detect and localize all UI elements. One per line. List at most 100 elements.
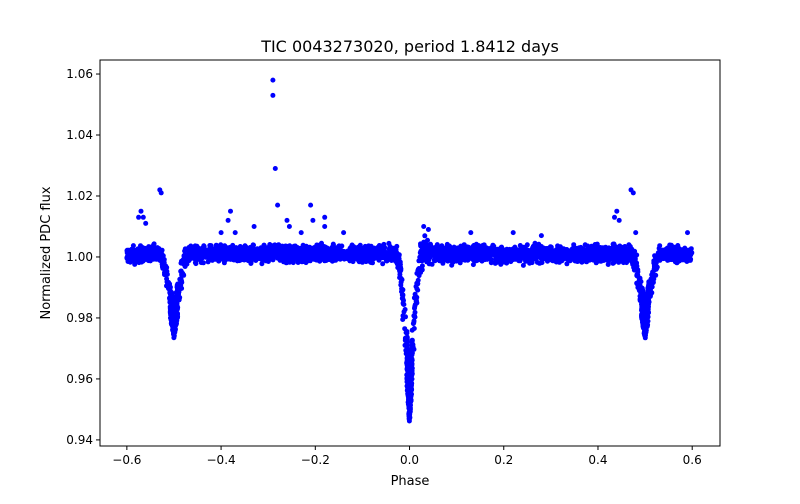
data-point bbox=[449, 249, 455, 255]
data-point bbox=[396, 253, 402, 259]
data-point bbox=[362, 256, 368, 262]
data-point bbox=[470, 262, 476, 268]
data-point bbox=[554, 259, 560, 265]
data-point bbox=[131, 247, 137, 253]
data-point bbox=[646, 279, 652, 285]
data-point bbox=[617, 243, 623, 249]
data-point bbox=[577, 247, 583, 253]
data-point bbox=[412, 314, 418, 320]
data-point bbox=[244, 254, 250, 260]
data-point bbox=[354, 254, 359, 260]
y-tick-label: 1.06 bbox=[66, 67, 93, 81]
data-point bbox=[519, 254, 525, 260]
data-point bbox=[321, 244, 327, 249]
x-tick-label: 0.2 bbox=[494, 453, 513, 467]
data-point bbox=[182, 262, 188, 268]
data-point bbox=[525, 247, 531, 253]
data-point bbox=[206, 255, 212, 261]
data-point bbox=[429, 250, 435, 255]
data-point bbox=[436, 246, 442, 252]
data-point bbox=[380, 261, 386, 267]
data-point bbox=[429, 261, 435, 267]
data-point bbox=[645, 295, 651, 301]
data-point bbox=[686, 253, 692, 259]
outlier-point bbox=[425, 227, 431, 232]
data-point bbox=[397, 269, 403, 275]
data-point bbox=[474, 246, 480, 252]
data-point bbox=[154, 250, 160, 256]
data-point bbox=[404, 346, 410, 352]
outlier-point bbox=[341, 230, 347, 236]
data-point bbox=[230, 252, 236, 258]
data-point bbox=[531, 256, 537, 262]
data-point bbox=[181, 272, 187, 278]
data-point bbox=[443, 252, 449, 258]
data-points bbox=[124, 77, 695, 424]
data-point bbox=[263, 254, 269, 260]
data-point bbox=[238, 250, 243, 256]
data-point bbox=[398, 279, 404, 285]
data-point bbox=[187, 249, 193, 255]
data-point bbox=[330, 241, 336, 247]
y-tick-label: 0.96 bbox=[66, 372, 93, 386]
data-point bbox=[400, 287, 406, 293]
outlier-point bbox=[468, 230, 474, 236]
data-point bbox=[169, 308, 175, 314]
data-point bbox=[199, 248, 205, 254]
outlier-point bbox=[538, 233, 544, 239]
data-point bbox=[381, 241, 387, 247]
data-point bbox=[401, 309, 407, 315]
data-point bbox=[399, 295, 405, 301]
data-point bbox=[656, 249, 662, 255]
data-point bbox=[446, 243, 452, 249]
data-point bbox=[168, 312, 174, 318]
data-point bbox=[485, 248, 491, 254]
outlier-point bbox=[286, 224, 292, 229]
outlier-point bbox=[218, 230, 224, 236]
data-point bbox=[586, 245, 592, 251]
data-point bbox=[219, 252, 225, 258]
data-point bbox=[350, 245, 356, 251]
data-point bbox=[206, 247, 212, 253]
data-point bbox=[672, 255, 678, 261]
data-point bbox=[405, 365, 411, 371]
data-point bbox=[615, 252, 621, 258]
data-point bbox=[399, 292, 405, 298]
data-point bbox=[572, 252, 578, 258]
data-point bbox=[151, 242, 156, 248]
data-point bbox=[154, 245, 160, 251]
data-point bbox=[240, 246, 246, 252]
outlier-point bbox=[298, 230, 304, 236]
data-point bbox=[175, 286, 180, 292]
x-tick-label: 0.4 bbox=[588, 453, 607, 467]
data-point bbox=[290, 260, 296, 266]
data-point bbox=[368, 258, 374, 264]
data-point bbox=[414, 294, 420, 300]
data-point bbox=[631, 252, 637, 258]
data-point bbox=[426, 258, 432, 263]
data-point bbox=[593, 257, 599, 263]
data-point bbox=[663, 253, 669, 259]
data-point bbox=[489, 251, 495, 257]
data-point bbox=[124, 255, 130, 261]
data-point bbox=[532, 244, 538, 250]
data-point bbox=[412, 302, 418, 308]
y-tick-label: 1.00 bbox=[66, 250, 93, 264]
data-point bbox=[683, 251, 689, 256]
data-point bbox=[532, 240, 538, 246]
data-point bbox=[297, 251, 303, 257]
data-point bbox=[356, 245, 362, 251]
outlier-point bbox=[158, 190, 164, 196]
data-point bbox=[562, 247, 568, 253]
data-point bbox=[517, 258, 523, 264]
data-point bbox=[409, 362, 415, 368]
data-point bbox=[406, 413, 412, 419]
data-point bbox=[415, 281, 421, 287]
data-point bbox=[642, 315, 648, 321]
data-point bbox=[391, 256, 397, 262]
data-point bbox=[453, 247, 459, 253]
outlier-point bbox=[138, 208, 144, 214]
chart-title: TIC 0043273020, period 1.8412 days bbox=[260, 37, 559, 56]
data-point bbox=[408, 356, 414, 362]
data-point bbox=[168, 289, 174, 295]
